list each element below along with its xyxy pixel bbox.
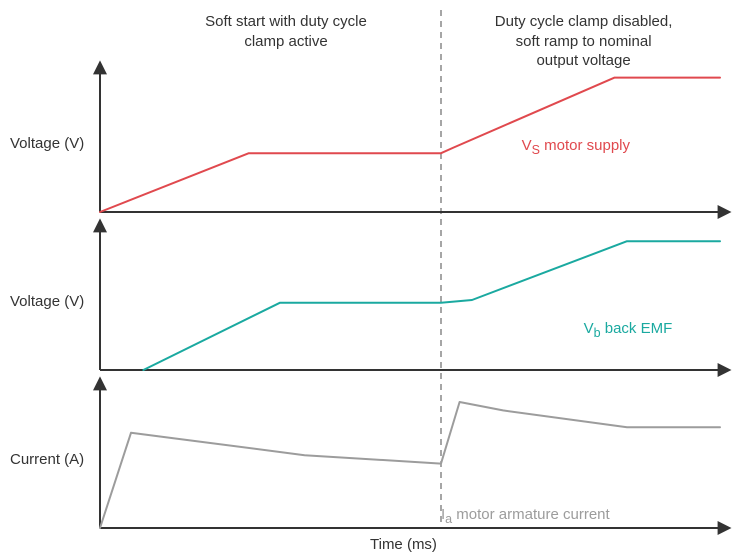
chart-root: Voltage (V) Voltage (V) Current (A) Soft… (0, 0, 740, 559)
chart-svg (0, 0, 740, 559)
series-label-ia: Ia motor armature current (441, 506, 610, 526)
phase-caption-left: Soft start with duty cycle clamp active (186, 12, 386, 51)
series-label-vb: Vb back EMF (584, 320, 673, 340)
x-axis-label: Time (ms) (370, 536, 437, 553)
series-label-vs: VS motor supply (522, 137, 630, 157)
y-axis-label-ia: Current (A) (10, 451, 84, 468)
y-axis-label-vb: Voltage (V) (10, 293, 84, 310)
phase-caption-right: Duty cycle clamp disabled, soft ramp to … (474, 12, 694, 71)
y-axis-label-vs: Voltage (V) (10, 135, 84, 152)
